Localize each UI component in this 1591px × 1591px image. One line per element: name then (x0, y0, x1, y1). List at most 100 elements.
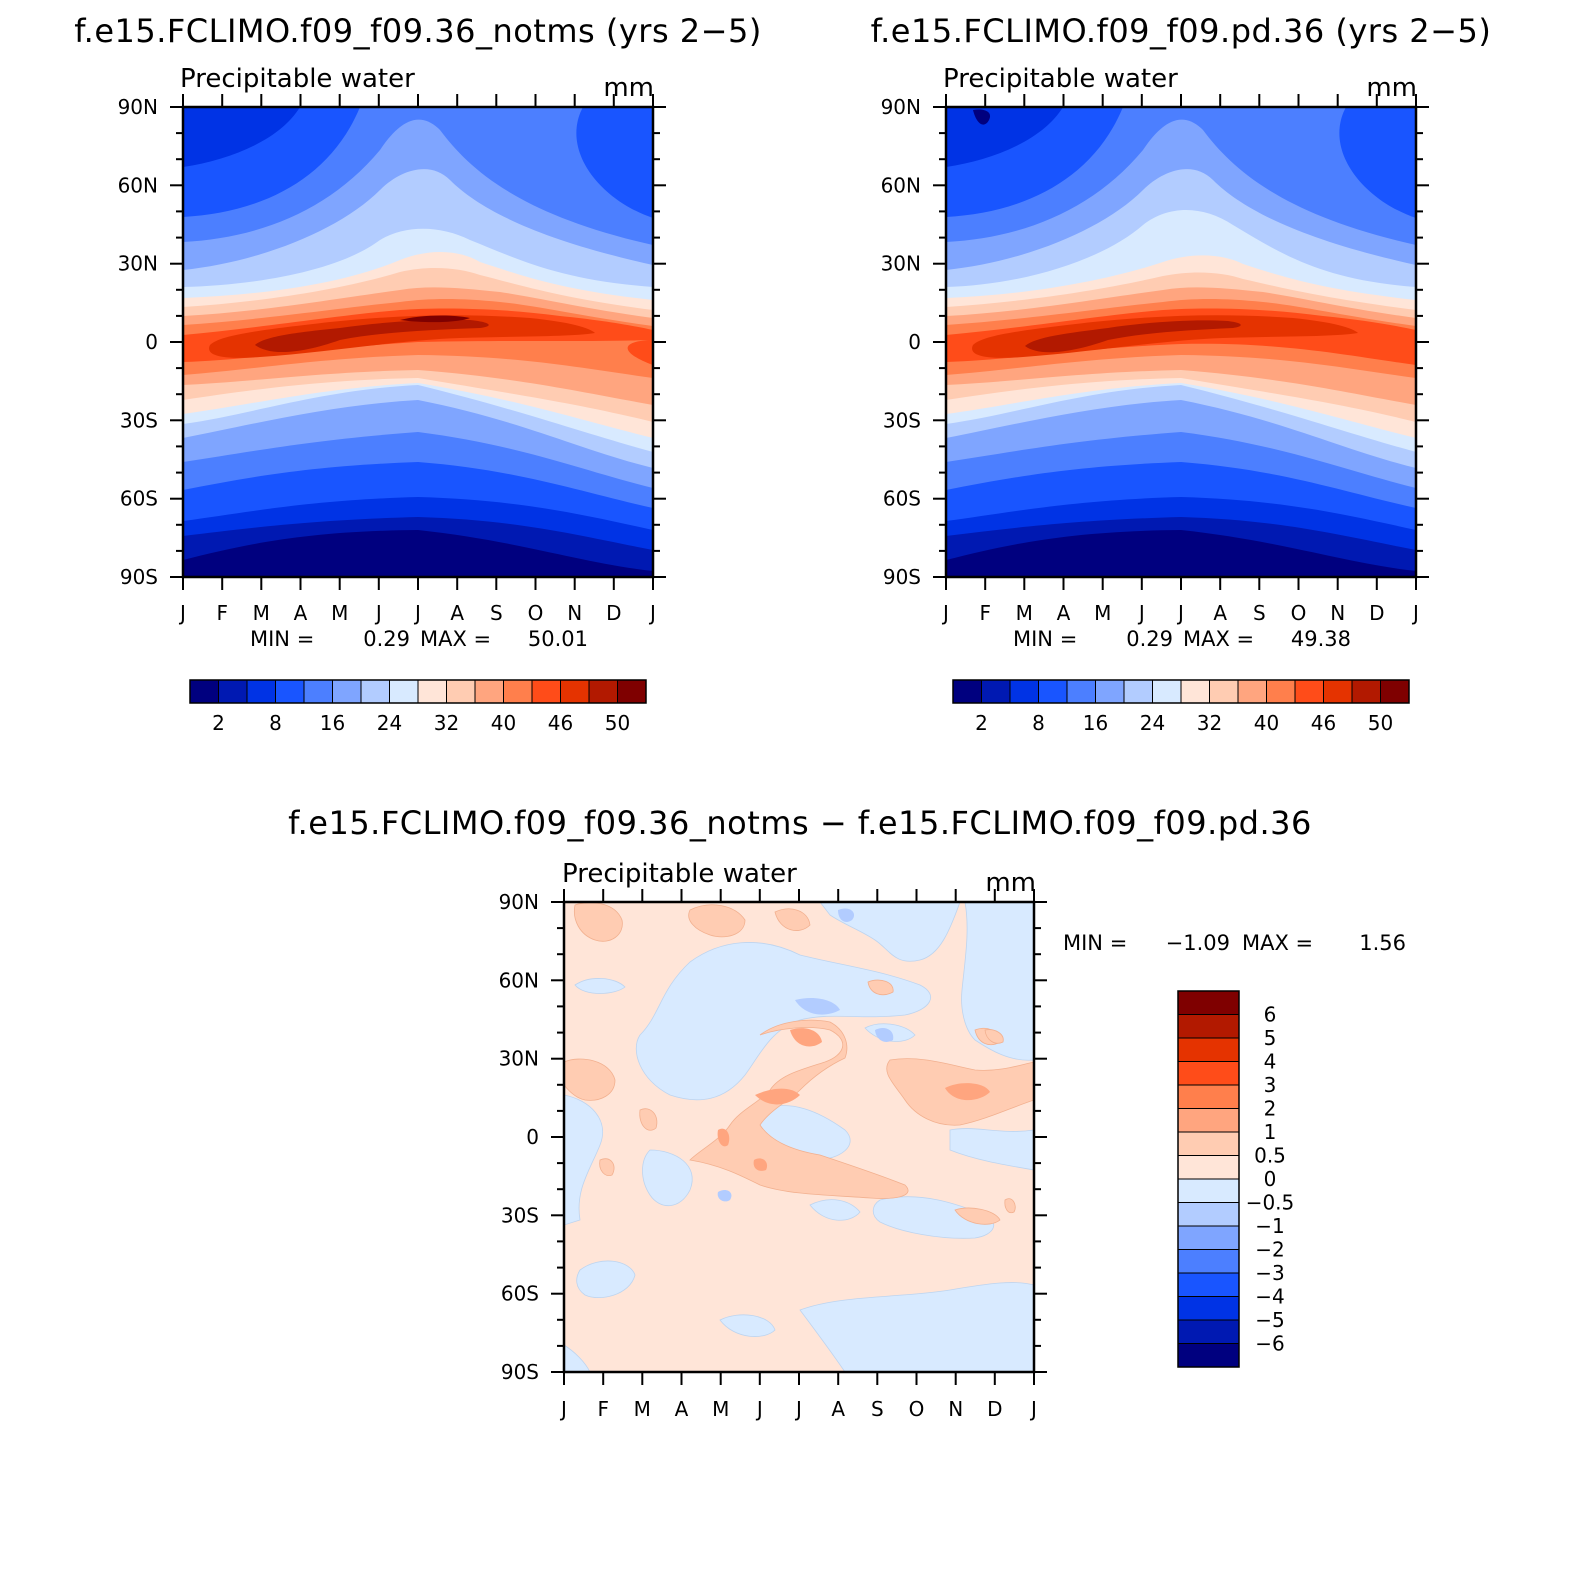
units-label: mm (985, 868, 1036, 898)
y-tick-label: 90S (883, 565, 921, 589)
x-tick-label: M (331, 601, 348, 625)
min-value: 0.29 (363, 627, 410, 651)
neg-patch (819, 902, 961, 962)
x-tick-label: D (606, 601, 621, 625)
y-tick-label: 90N (881, 95, 921, 119)
x-tick-label: M (712, 1397, 729, 1421)
x-tick-label: J (755, 1397, 763, 1421)
neg-patch (564, 1094, 603, 1226)
x-tick-label: N (1330, 601, 1345, 625)
y-tick-label: 60N (499, 968, 539, 992)
colorbar-swatch (1177, 1225, 1240, 1250)
y-tick-label: 0 (526, 1125, 539, 1149)
colorbar-swatch (246, 679, 276, 704)
colorbar-swatch (303, 679, 333, 704)
colorbar-label: −1 (1255, 1214, 1284, 1238)
colorbar-swatch (1177, 1155, 1240, 1180)
x-tick-label: S (871, 1397, 884, 1421)
pos-patch-strong (717, 1128, 730, 1147)
colorbar-swatch (1177, 1249, 1240, 1274)
x-tick-label: J (941, 601, 949, 625)
pos-patch (688, 904, 746, 938)
pos-patch-strong (790, 1028, 822, 1047)
neg-patch-strong (838, 908, 855, 922)
x-tick-labels: J F M A M J J A S O N D J (178, 601, 656, 625)
y-tick-label: 90S (501, 1360, 539, 1384)
x-tick-label: O (528, 601, 544, 625)
x-tick-label: O (1291, 601, 1307, 625)
x-tick-label: J (559, 1397, 567, 1421)
x-tick-label: A (831, 1397, 845, 1421)
colorbar-swatch (1237, 679, 1267, 704)
x-tick-label: M (253, 601, 270, 625)
colorbar-swatch (189, 679, 219, 704)
colorbar-swatch (1177, 1084, 1240, 1109)
x-tick-labels: J F M A M J J A S O N D J (559, 1397, 1037, 1421)
colorbar-label: 3 (1264, 1073, 1277, 1097)
colorbar-swatch (417, 679, 447, 704)
pos-patch (774, 908, 811, 931)
x-tick-label: A (1213, 601, 1227, 625)
colorbar-swatch (503, 679, 533, 704)
x-tick-label: D (987, 1397, 1002, 1421)
colorbar-label: 2 (1264, 1097, 1277, 1121)
y-tick-label: 30N (499, 1047, 539, 1071)
x-tick-label: M (634, 1397, 651, 1421)
min-value: 0.29 (1126, 627, 1173, 651)
neg-patch (564, 1344, 591, 1372)
colorbar-swatch (1177, 1108, 1240, 1133)
pos-patch (984, 1029, 1004, 1044)
colorbar-labels: 6 5 4 3 2 1 0.5 0 −0.5 −1 −2 −3 −4 −5 −6 (1246, 1003, 1295, 1356)
colorbar-label: 6 (1264, 1003, 1277, 1027)
colorbar-label: 50 (605, 711, 630, 735)
max-value: 1.56 (1359, 931, 1406, 955)
colorbar: 6 5 4 3 2 1 0.5 0 −0.5 −1 −2 −3 −4 −5 −6 (1177, 990, 1295, 1368)
neg-patch (961, 902, 1034, 1061)
x-tick-labels: J F M A M J J A S O N D J (941, 601, 1419, 625)
x-tick-label: J (1137, 601, 1145, 625)
colorbar-swatch (1209, 679, 1239, 704)
max-value: 49.38 (1291, 627, 1351, 651)
x-tick-label: D (1369, 601, 1384, 625)
colorbar-swatch (1380, 679, 1410, 704)
x-tick-label: S (1253, 601, 1266, 625)
neg-patch (799, 1282, 1034, 1372)
colorbar-label: 16 (1083, 711, 1108, 735)
pos-patch (599, 1158, 615, 1177)
colorbar-swatch (389, 679, 419, 704)
colorbar-swatch (531, 679, 561, 704)
y-tick-label: 30S (120, 408, 158, 432)
variable-label: Precipitable water (943, 64, 1178, 94)
x-tick-label: J (1176, 601, 1184, 625)
neg-patch (636, 942, 931, 1101)
x-tick-label: M (1094, 601, 1111, 625)
colorbar-label: −3 (1255, 1261, 1284, 1285)
y-tick-label: 60S (883, 487, 921, 511)
panel-title: f.e15.FCLIMO.f09_f09.36_notms − f.e15.FC… (288, 804, 1312, 842)
y-tick-label: 90N (118, 95, 158, 119)
min-max-stats: MIN = −1.09 MAX = 1.56 (1063, 931, 1406, 955)
colorbar-swatch (1351, 679, 1381, 704)
colorbar-labels: 2 8 16 24 32 40 46 50 (212, 711, 630, 735)
colorbar-swatch (360, 679, 390, 704)
y-tick-label: 0 (145, 330, 158, 354)
colorbar-swatch (1177, 1296, 1240, 1321)
x-tick-label: F (597, 1397, 609, 1421)
colorbar-swatch (1066, 679, 1096, 704)
neg-patch-strong (795, 998, 840, 1015)
colorbar-swatch (1123, 679, 1153, 704)
pos-patch-strong (755, 1088, 800, 1105)
y-tick-labels: 90N 60N 30N 0 30S 60S 90S (499, 890, 539, 1384)
colorbar-label: 46 (548, 711, 573, 735)
neg-patch-strong (875, 1028, 894, 1042)
colorbar-swatch (1038, 679, 1068, 704)
contour-field (946, 107, 1416, 577)
y-tick-label: 60N (118, 173, 158, 197)
x-tick-label: F (979, 601, 991, 625)
colorbar-label: 2 (212, 711, 225, 735)
colorbar-frame (1177, 990, 1240, 1368)
pos-patch-strong (945, 1083, 990, 1101)
x-tick-label: N (948, 1397, 963, 1421)
y-tick-labels: 90N 60N 30N 0 30S 60S 90S (118, 95, 158, 589)
colorbar-swatch (1009, 679, 1039, 704)
